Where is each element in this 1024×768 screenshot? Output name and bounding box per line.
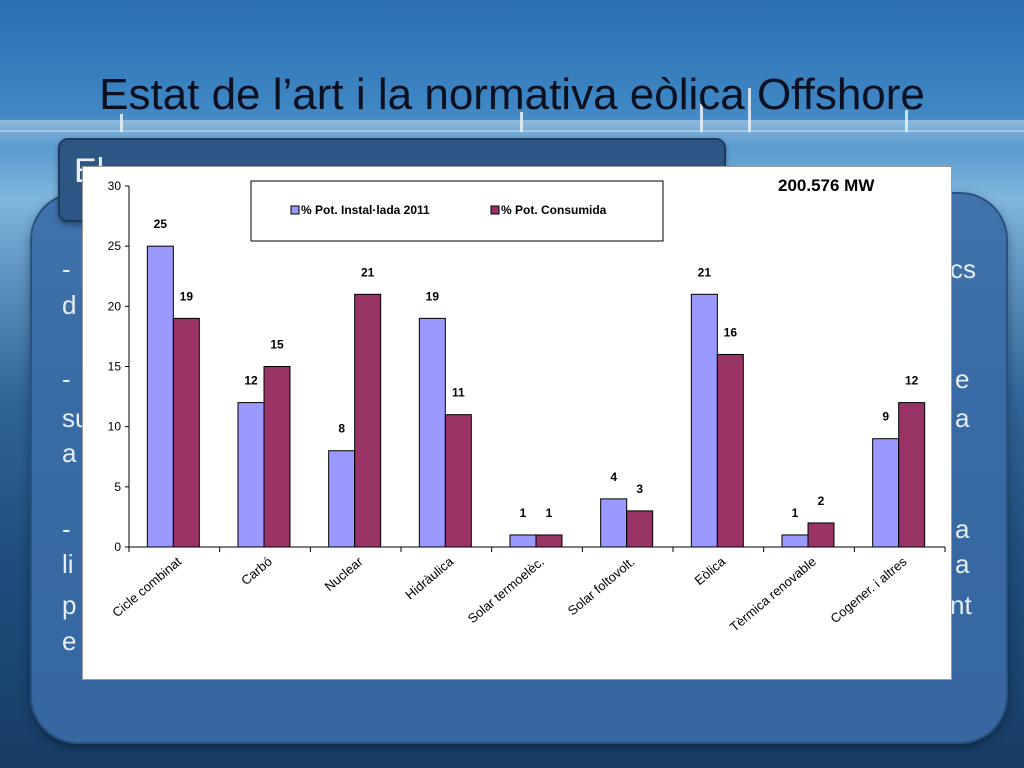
wind-turbine-icon: [700, 104, 703, 132]
data-label: 2: [818, 494, 825, 508]
body-text-fragment: e: [62, 626, 77, 656]
category-label: Carbó: [238, 554, 275, 588]
data-label: 21: [698, 265, 712, 279]
bar: [509, 534, 537, 548]
sea-horizon-line: [0, 130, 1024, 132]
body-text-fragment: nt: [950, 590, 972, 620]
bar: [444, 414, 472, 548]
bar: [328, 450, 356, 548]
body-text-fragment: a: [955, 403, 970, 433]
bar: [716, 353, 744, 548]
slide-title: Estat de l’art i la normativa eòlica Off…: [99, 70, 925, 119]
body-text-fragment: a: [955, 514, 970, 544]
bar: [781, 534, 809, 548]
data-label: 1: [792, 506, 799, 520]
y-tick-label: 5: [114, 480, 121, 494]
legend-swatch: [490, 205, 500, 215]
data-label: 1: [546, 506, 553, 520]
bar: [418, 317, 446, 548]
bar: [535, 534, 563, 548]
category-label: Cogener. i altres: [827, 553, 910, 626]
bar: [263, 366, 291, 548]
y-tick-label: 25: [108, 239, 122, 253]
category-label: Eòlica: [691, 553, 728, 588]
body-text-fragment: e: [955, 364, 970, 394]
category-label: Solar foltovolt.: [565, 554, 638, 618]
data-label: 11: [452, 386, 465, 400]
category-label: Solar termoelèc.: [465, 554, 547, 626]
category-label: Nuclear: [322, 553, 366, 594]
total-power-annotation: 200.576 MW: [778, 176, 875, 195]
data-label: 4: [610, 470, 617, 484]
legend-label: % Pot. Instal·lada 2011: [301, 203, 430, 217]
legend-swatch: [290, 205, 300, 215]
data-label: 8: [338, 422, 345, 436]
y-tick-label: 15: [108, 360, 122, 374]
bar: [690, 293, 718, 548]
data-label: 21: [361, 265, 375, 279]
bar: [237, 402, 265, 548]
body-text-fragment: -: [62, 254, 71, 284]
body-text-fragment: cs: [950, 254, 976, 284]
body-text-fragment: -: [62, 364, 71, 394]
legend-box: [250, 180, 664, 242]
wind-turbine-icon: [905, 110, 908, 132]
y-tick-label: 0: [114, 540, 121, 554]
bar: [354, 293, 382, 548]
chart-panel: 0 5 10 15 20 25 30 25 19 Cicle combinat 12 15 Carbó 8…: [82, 166, 952, 680]
category-label: Hidràulica: [402, 553, 457, 602]
bar: [872, 438, 900, 548]
data-label: 16: [724, 325, 738, 339]
wind-turbine-icon: [120, 114, 123, 132]
data-label: 19: [180, 289, 194, 303]
bar: [898, 402, 926, 548]
y-tick-label: 30: [108, 179, 122, 193]
data-label: 19: [426, 289, 440, 303]
body-text-fragment: d: [62, 290, 77, 320]
bar: [626, 510, 654, 548]
body-text-fragment: li: [62, 549, 74, 579]
y-tick-label: 20: [108, 299, 122, 313]
body-text-fragment: -: [62, 514, 71, 544]
bar: [146, 245, 174, 548]
data-label: 3: [636, 482, 643, 496]
wind-turbine-icon: [520, 112, 523, 132]
category-label: Tèrmica renovable: [727, 554, 819, 635]
bar: [807, 522, 835, 548]
data-label: 12: [244, 374, 258, 388]
body-text-fragment: a: [62, 438, 77, 468]
data-label: 9: [882, 410, 889, 424]
data-label: 12: [905, 374, 919, 388]
body-text-fragment: a: [955, 549, 970, 579]
body-text-fragment: p: [62, 590, 77, 620]
legend-label: % Pot. Consumida: [501, 203, 607, 217]
data-label: 15: [270, 338, 284, 352]
data-label: 25: [154, 217, 168, 231]
category-label: Cicle combinat: [109, 554, 184, 621]
bar: [600, 498, 628, 548]
wind-turbine-icon: [748, 88, 751, 132]
data-label: 1: [520, 506, 527, 520]
bar: [172, 317, 200, 548]
y-tick-label: 10: [108, 420, 122, 434]
